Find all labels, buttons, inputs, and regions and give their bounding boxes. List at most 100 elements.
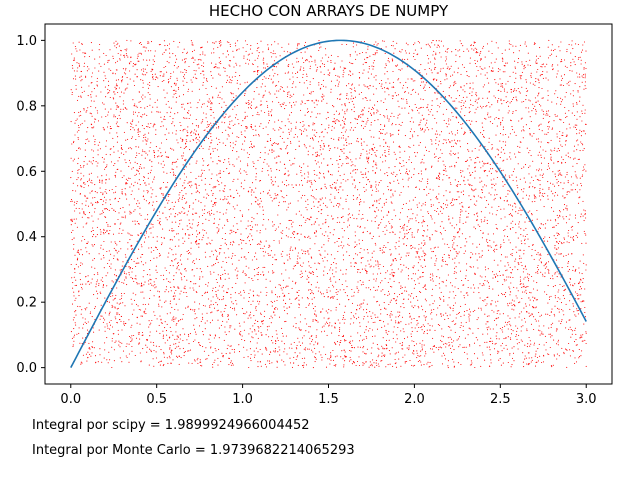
scatter-point bbox=[111, 304, 113, 306]
scatter-point bbox=[312, 122, 314, 124]
scatter-point bbox=[371, 347, 373, 349]
scatter-point bbox=[330, 193, 332, 195]
scatter-point bbox=[480, 365, 482, 367]
scatter-point bbox=[493, 274, 495, 276]
scatter-point bbox=[446, 199, 448, 201]
scatter-point bbox=[108, 351, 110, 353]
scatter-point bbox=[427, 323, 429, 325]
scatter-point bbox=[452, 320, 454, 322]
scatter-point bbox=[146, 72, 148, 74]
scatter-point bbox=[202, 119, 204, 121]
scatter-point bbox=[320, 254, 322, 256]
scatter-point bbox=[136, 163, 138, 165]
scatter-point bbox=[72, 182, 74, 184]
scatter-point bbox=[492, 147, 494, 149]
scatter-point bbox=[260, 123, 262, 125]
scatter-point bbox=[380, 124, 382, 126]
scatter-point bbox=[464, 183, 466, 185]
scatter-point bbox=[580, 288, 583, 290]
scatter-point bbox=[120, 297, 123, 299]
scatter-point bbox=[542, 173, 544, 175]
scatter-point bbox=[275, 340, 277, 343]
scatter-point bbox=[410, 78, 412, 80]
scatter-point bbox=[217, 309, 219, 311]
scatter-point bbox=[567, 235, 569, 237]
scatter-point bbox=[375, 75, 377, 77]
scatter-point bbox=[291, 106, 293, 108]
scatter-point bbox=[293, 265, 295, 267]
scatter-point bbox=[353, 179, 355, 181]
scatter-point bbox=[277, 339, 279, 342]
scatter-point bbox=[572, 285, 574, 287]
scatter-point bbox=[347, 136, 349, 138]
scatter-point bbox=[306, 323, 308, 325]
scatter-point bbox=[308, 173, 310, 175]
scatter-point bbox=[292, 362, 295, 364]
scatter-point bbox=[447, 317, 449, 320]
scatter-point bbox=[285, 320, 287, 322]
scatter-point bbox=[308, 348, 310, 350]
scatter-point bbox=[246, 127, 248, 129]
scatter-point bbox=[233, 66, 235, 68]
scatter-point bbox=[337, 56, 339, 58]
scatter-point bbox=[405, 42, 407, 44]
scatter-point bbox=[184, 62, 186, 64]
scatter-point bbox=[453, 340, 455, 342]
scatter-point bbox=[274, 300, 276, 302]
scatter-point bbox=[122, 68, 124, 70]
scatter-point bbox=[521, 167, 523, 169]
scatter-point bbox=[212, 366, 214, 368]
scatter-point bbox=[576, 111, 578, 113]
scatter-point bbox=[296, 262, 298, 264]
scatter-point bbox=[408, 294, 410, 296]
scatter-point bbox=[245, 127, 247, 129]
scatter-point bbox=[321, 63, 324, 65]
scatter-point bbox=[140, 309, 142, 311]
scatter-point bbox=[80, 96, 82, 98]
scatter-point bbox=[145, 344, 147, 346]
scatter-point bbox=[184, 333, 186, 335]
scatter-point bbox=[333, 127, 335, 129]
scatter-point bbox=[147, 123, 149, 125]
scatter-point bbox=[502, 134, 504, 136]
scatter-point bbox=[153, 208, 155, 210]
scatter-point bbox=[107, 225, 109, 227]
scatter-point bbox=[218, 159, 220, 161]
scatter-point bbox=[72, 319, 74, 321]
scatter-point bbox=[210, 273, 212, 275]
scatter-point bbox=[367, 157, 369, 160]
scatter-point bbox=[303, 61, 305, 64]
scatter-point bbox=[169, 171, 171, 174]
scatter-point bbox=[343, 126, 345, 128]
scatter-point bbox=[308, 253, 310, 255]
scatter-point bbox=[187, 88, 190, 90]
scatter-point bbox=[301, 249, 303, 251]
scatter-point bbox=[346, 286, 348, 288]
scatter-point bbox=[316, 155, 318, 157]
scatter-point bbox=[262, 247, 264, 250]
scatter-point bbox=[555, 343, 558, 345]
scatter-point bbox=[196, 187, 198, 189]
scatter-point bbox=[276, 308, 279, 310]
scatter-point bbox=[578, 355, 581, 358]
scatter-point bbox=[458, 312, 460, 314]
scatter-point bbox=[174, 295, 176, 297]
scatter-point bbox=[489, 121, 491, 123]
scatter-point bbox=[260, 110, 262, 112]
scatter-point bbox=[352, 347, 354, 349]
scatter-point bbox=[134, 111, 137, 113]
scatter-point bbox=[219, 198, 221, 200]
scatter-point bbox=[550, 49, 552, 51]
scatter-point bbox=[256, 258, 258, 260]
scatter-point bbox=[396, 95, 398, 97]
scatter-point bbox=[551, 150, 553, 152]
scatter-point bbox=[557, 339, 560, 341]
scatter-point bbox=[581, 336, 583, 338]
scatter-point bbox=[555, 237, 557, 239]
scatter-point bbox=[510, 302, 512, 304]
scatter-point bbox=[259, 240, 262, 242]
scatter-point bbox=[84, 149, 86, 151]
scatter-point bbox=[454, 142, 456, 144]
scatter-point bbox=[166, 313, 168, 315]
scatter-point bbox=[416, 320, 418, 322]
